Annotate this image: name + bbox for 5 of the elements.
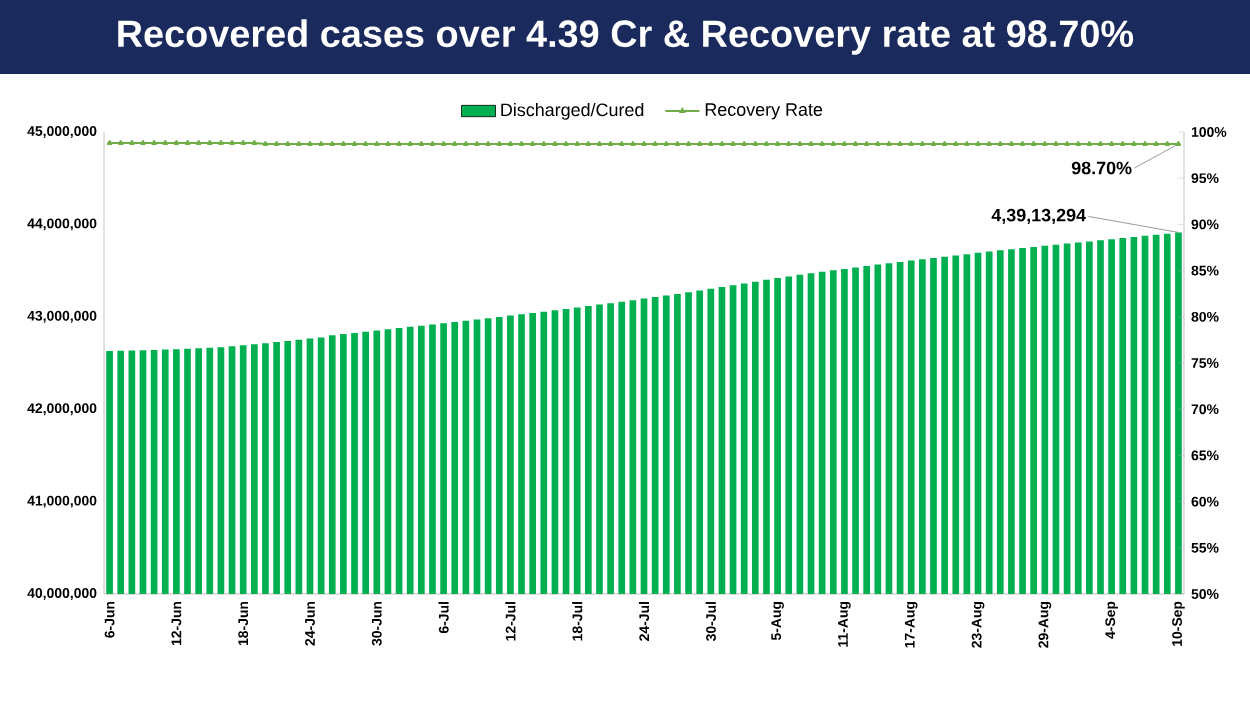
legend-label: Recovery Rate	[705, 103, 823, 120]
legend-label: Discharged/Cured	[501, 103, 644, 120]
data-label: 98.70%	[1071, 161, 1132, 175]
data-label: 4,39,13,294	[991, 208, 1086, 225]
chart-title: Recovered cases over 4.39 Cr & Recovery rate at 98.70%	[118, 19, 1134, 55]
